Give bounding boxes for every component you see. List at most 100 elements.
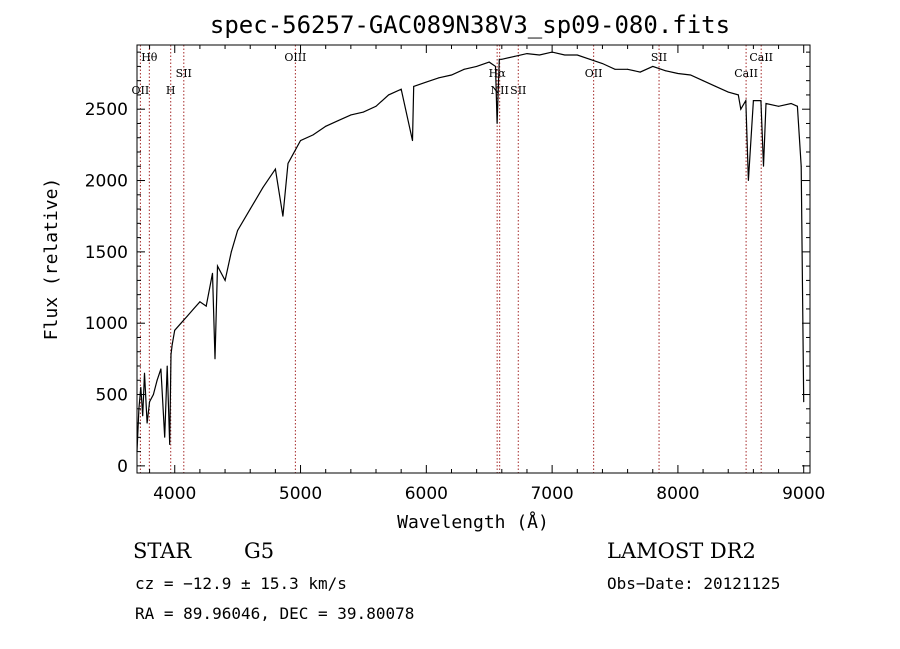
spectrum-point: [166, 365, 168, 367]
spectrum-point: [400, 88, 402, 90]
spectrum-point: [425, 81, 427, 83]
spectrum-point: [160, 368, 162, 370]
spectrum-point: [463, 68, 465, 70]
y-axis-label: Flux (relative): [41, 178, 62, 341]
redshift-text: cz = −12.9 ± 15.3 km/s: [135, 574, 347, 593]
spectrum-point: [690, 74, 691, 76]
spectrum-point: [375, 105, 377, 107]
spectrum-point: [249, 208, 251, 210]
spectrum-point: [727, 91, 729, 93]
x-tick-label: 6000: [405, 484, 448, 504]
spectrum-point: [539, 54, 540, 56]
obs-date-text: Obs−Date: 20121125: [607, 574, 780, 593]
line-marker-label: NII: [491, 84, 509, 97]
spectrum-point: [800, 165, 802, 167]
spectrum-point: [312, 134, 314, 136]
spectrum-point: [171, 344, 173, 346]
spectrum-point: [205, 305, 207, 307]
spectrum-point: [664, 70, 666, 72]
y-axis-ticks: 0 500 1000 1500 2000 2500: [85, 51, 810, 477]
spectrum-point: [476, 65, 478, 67]
spectrum-point: [614, 68, 616, 70]
spectrum-point: [760, 100, 762, 102]
spectrum-point: [526, 53, 528, 55]
y-tick-label: 2500: [85, 100, 128, 120]
spectrum-point: [745, 100, 747, 102]
line-marker-label: OII: [132, 84, 150, 97]
y-tick-label: 500: [96, 386, 128, 406]
spectrum-point: [740, 108, 742, 110]
spectrum-point: [498, 58, 500, 60]
spectrum-point: [495, 65, 496, 67]
spectrum-point: [737, 94, 739, 96]
spectrum-point: [589, 58, 591, 60]
spectrum-point: [274, 168, 276, 170]
spectrum-point: [790, 103, 792, 104]
spectrum-point: [803, 401, 805, 403]
y-tick-label: 2000: [85, 172, 128, 192]
spectrum-point: [747, 180, 749, 181]
y-tick-label: 1000: [85, 314, 128, 334]
line-marker-label: CaII: [749, 51, 773, 64]
spectrum-point: [413, 85, 415, 87]
spectrum-point: [677, 73, 679, 74]
object-subclass: G5: [244, 539, 274, 563]
spectrum-series-line: [136, 51, 805, 452]
spectrum-point: [217, 265, 218, 267]
spectrum-point: [237, 230, 239, 231]
spectrum-point: [164, 436, 166, 438]
spectrum-point: [199, 301, 201, 303]
spectrum-point: [193, 308, 195, 310]
spectrum-point: [564, 54, 566, 56]
spectrum-point: [601, 63, 603, 64]
object-class: STAR: [133, 539, 192, 563]
spectrum-point: [763, 165, 764, 167]
plot-frame: [136, 44, 811, 474]
spectrum-point: [715, 85, 717, 87]
spectrum-point: [146, 422, 148, 424]
spectrum-point: [778, 105, 780, 107]
line-marker-label: CaII: [734, 67, 758, 80]
spectrum-point: [412, 140, 413, 142]
spectrum-point: [388, 94, 390, 96]
spectrum-point: [362, 111, 364, 113]
chart-title: spec-56257-GAC089N38V3_sp09-080.fits: [210, 11, 730, 39]
spectrum-point: [350, 114, 352, 116]
spectrum-point: [149, 401, 151, 403]
spectrum-point: [287, 162, 289, 164]
y-tick-label: 1500: [85, 243, 128, 263]
spectrum-point: [224, 279, 226, 281]
survey-name: LAMOST DR2: [607, 539, 756, 563]
spectrum-point: [142, 415, 144, 417]
spectrum-point: [752, 100, 754, 102]
spectrum-point: [496, 123, 498, 124]
spectrum-point: [144, 372, 145, 374]
spectrum-point: [337, 120, 339, 122]
x-tick-label: 5000: [279, 484, 322, 504]
spectrum-point: [702, 80, 704, 82]
spectrum-point: [300, 140, 301, 142]
spectrum-point: [325, 125, 327, 127]
line-marker-label: SII: [176, 67, 192, 80]
y-tick-label: 0: [117, 457, 128, 477]
spectrum-point: [438, 77, 440, 79]
line-marker-label: SII: [510, 84, 526, 97]
x-tick-label: 9000: [782, 484, 825, 504]
spectrum-point: [140, 386, 142, 388]
spectrum-point: [513, 55, 515, 57]
spectrum-point: [501, 58, 503, 60]
line-marker-label: Hθ: [141, 51, 158, 64]
spectrum-point: [796, 105, 798, 107]
spectrum-point: [627, 68, 629, 70]
line-marker-label: SII: [651, 51, 667, 64]
x-tick-label: 8000: [656, 484, 699, 504]
spectrum-point: [186, 315, 188, 317]
spectrum-point: [765, 103, 767, 104]
line-marker-label: OII: [585, 67, 603, 80]
coordinates-text: RA = 89.96046, DEC = 39.80078: [135, 604, 414, 623]
spectrum-point: [652, 65, 654, 67]
spectrum-point: [156, 379, 158, 381]
x-axis-label: Wavelength (Å): [397, 511, 549, 533]
